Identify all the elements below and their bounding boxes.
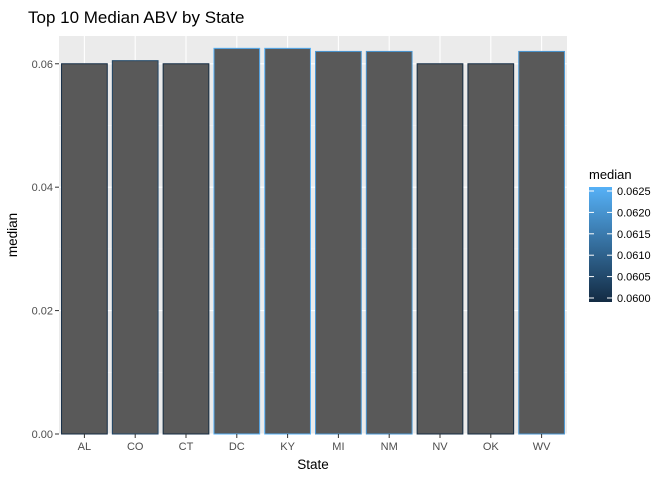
bar-ok: [467, 63, 515, 435]
bar-nv: [416, 63, 464, 435]
legend-colorbar: [589, 187, 612, 302]
x-tick-label: NM: [381, 441, 398, 453]
x-tick-label: CT: [179, 441, 194, 453]
y-tick-label: 0.02: [32, 306, 53, 318]
x-tick-label: KY: [280, 441, 295, 453]
x-tick-label: OK: [483, 441, 500, 453]
y-tick-label: 0.04: [32, 182, 53, 194]
legend-tick-label: 0.0625: [617, 186, 651, 198]
y-tick-label: 0.06: [32, 59, 53, 71]
x-axis-ticks: AL CO CT DC KY MI NM NV OK WV: [78, 434, 551, 453]
x-tick-label: WV: [533, 441, 551, 453]
bar-al: [61, 63, 108, 435]
bar-nm: [365, 50, 413, 435]
legend-ticks: 0.0625 0.0620 0.0615 0.0610 0.0605 0.0600: [589, 186, 651, 305]
legend-tick-label: 0.0610: [617, 250, 651, 262]
legend-tick-label: 0.0615: [617, 229, 651, 241]
x-tick-label: NV: [432, 441, 448, 453]
x-tick-label: CO: [127, 441, 144, 453]
bar-wv: [518, 50, 565, 435]
chart-title: Top 10 Median ABV by State: [28, 8, 244, 27]
legend-tick-label: 0.0620: [617, 207, 651, 219]
legend-tick-label: 0.0600: [617, 293, 651, 305]
x-tick-label: MI: [332, 441, 344, 453]
bar-ky: [264, 47, 311, 435]
legend-title: median: [589, 167, 632, 182]
x-axis-label: State: [297, 457, 329, 472]
y-axis-label: median: [5, 213, 20, 257]
bar-mi: [315, 50, 362, 435]
bar-co: [111, 60, 159, 435]
bar-dc: [213, 47, 261, 435]
legend: median 0.06250.06200.06150.06100.06050.0…: [589, 167, 651, 305]
x-tick-label: AL: [78, 441, 91, 453]
bar-ct: [162, 63, 210, 435]
legend-tick-label: 0.0605: [617, 272, 651, 284]
y-axis-ticks: 0.00 0.02 0.04 0.06: [32, 59, 59, 441]
x-tick-label: DC: [229, 441, 245, 453]
y-tick-label: 0.00: [32, 429, 53, 441]
bars: [61, 47, 565, 435]
